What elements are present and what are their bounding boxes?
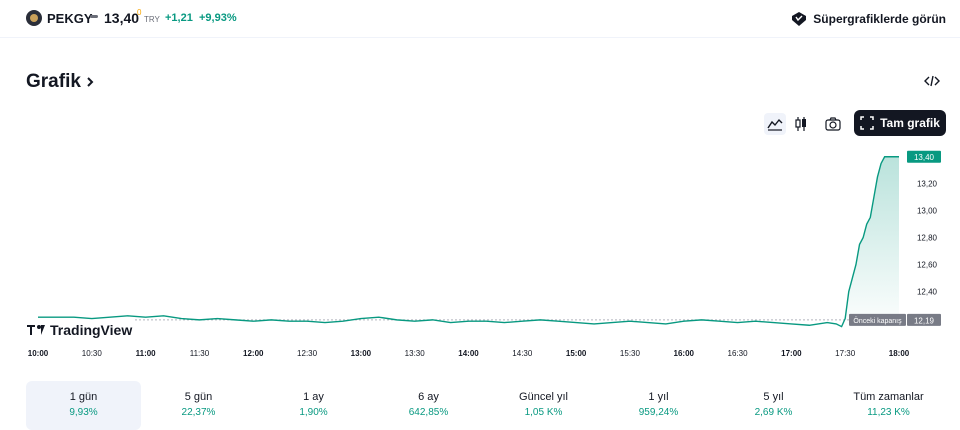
y-tick-label: 12,80 [917,234,938,243]
period-label: 1 ay [303,391,324,403]
y-tick-label: 12,60 [917,261,938,270]
chart-section-title[interactable]: Grafik [26,71,95,93]
x-tick-label: 10:00 [28,349,49,358]
x-tick-label: 14:30 [512,349,533,358]
period-label: 6 ay [418,391,439,403]
period-tab[interactable]: 1 gün 9,93% [26,381,141,430]
last-price: 13,40 [104,10,140,26]
price-superscript: 0 [137,8,142,17]
period-change: 22,37% [181,407,216,418]
full-chart-button[interactable]: Tam grafik [854,110,946,136]
x-tick-label: 11:00 [136,349,157,358]
x-tick-label: 17:00 [781,349,802,358]
period-tab[interactable]: 6 ay 642,85% [371,381,486,430]
candlestick-chart-button[interactable] [790,113,812,135]
period-change: 1,90% [299,407,328,418]
period-label: 5 yıl [763,391,784,403]
period-change: 9,93% [69,407,98,418]
super-charts-label: Süpergrafiklerde görün [813,12,946,26]
period-label: 1 yıl [648,391,669,403]
previous-close-marker [907,313,941,326]
market-status-icon [90,15,98,18]
chevron-right-icon [87,77,94,87]
x-tick-label: 14:00 [458,349,479,358]
ticker-symbol[interactable]: PEKGY [47,11,93,26]
period-label: Güncel yıl [519,391,568,403]
price-chart[interactable]: 13,40 13,20 13,00 12,80 12,60 12,40 12,19 10:0… [0,140,960,370]
x-tick-label: 12:30 [297,349,318,358]
period-tab[interactable]: 1 ay 1,90% [256,381,371,430]
period-selector: 1 gün 9,93% 5 gün 22,37% 1 ay 1,90% 6 ay 642,85… [26,381,946,430]
x-tick-label: 18:00 [889,349,910,358]
x-tick-label: 16:30 [728,349,749,358]
y-tick-label: 13,00 [917,207,938,216]
section-title-text: Grafik [26,71,81,92]
price-area-fill [845,156,899,320]
watermark-text: TradingView [50,322,132,338]
x-tick-label: 15:30 [620,349,641,358]
top-bar: PEKGY 13,40 0 TRY +1,21 +9,93% Süpergraf… [0,0,960,38]
period-change: 11,23 K% [867,407,910,418]
camera-icon [825,117,841,131]
period-label: 5 gün [184,391,213,403]
x-tick-label: 11:30 [190,349,210,358]
period-tab[interactable]: 5 gün 22,37% [141,381,256,430]
x-tick-label: 12:00 [243,349,264,358]
price-line [38,156,899,328]
last-price-label: 13,40 [914,153,935,162]
period-change: 642,85% [408,407,449,418]
price-change-absolute: +1,21 [165,12,193,24]
period-label: Tüm zamanlar [853,391,924,403]
currency-label: TRY [144,15,160,24]
x-tick-label: 16:00 [674,349,695,358]
period-change: 959,24% [638,407,679,418]
x-tick-label: 17:30 [835,349,856,358]
full-chart-label: Tam grafik [880,116,940,130]
candlestick-icon [795,117,806,131]
period-tab[interactable]: 1 yıl 959,24% [601,381,716,430]
period-change: 2,69 K% [754,407,793,418]
company-logo [26,10,42,26]
fullscreen-icon [860,116,874,130]
previous-close-value: 12,19 [914,316,935,325]
price-change-percent: +9,93% [199,12,237,24]
period-change: 1,05 K% [524,407,563,418]
last-price-marker [907,150,941,163]
super-charts-icon [792,12,807,26]
area-chart-button[interactable] [764,113,786,135]
super-charts-button[interactable]: Süpergrafiklerde görün [791,9,946,29]
x-tick-label: 10:30 [82,349,103,358]
embed-code-icon[interactable] [924,74,940,88]
y-tick-label: 13,20 [917,180,938,189]
period-tab[interactable]: Tüm zamanlar 11,23 K% [831,381,946,430]
tradingview-watermark: TradingView [27,322,132,338]
period-tab[interactable]: Güncel yıl 1,05 K% [486,381,601,430]
x-tick-label: 15:00 [566,349,587,358]
y-tick-label: 12,40 [917,288,938,297]
period-tab[interactable]: 5 yıl 2,69 K% [716,381,831,430]
period-label: 1 gün [69,391,98,403]
previous-close-label: Önceki kapanış [853,317,902,325]
x-tick-label: 13:30 [405,349,426,358]
x-tick-label: 13:00 [351,349,372,358]
screenshot-button[interactable] [822,113,844,135]
previous-close-badge [849,313,906,326]
area-chart-icon [767,118,783,131]
